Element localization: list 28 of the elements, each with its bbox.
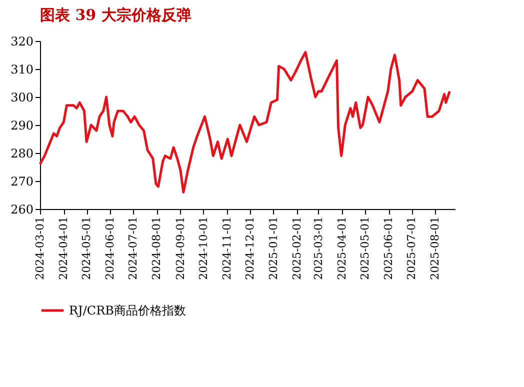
x-tick-label: 2024-10-01 [196, 216, 210, 280]
x-tick-label: 2024-05-01 [80, 216, 94, 280]
x-tick-label: 2024-07-01 [126, 216, 140, 280]
x-tick-label: 2025-03-01 [312, 216, 325, 280]
x-tick-label: 2025-05-01 [358, 216, 372, 280]
x-tick-label: 2024-08-01 [150, 216, 164, 280]
x-tick-label: 2025-01-01 [266, 216, 280, 280]
x-tick-label: 2024-11-01 [220, 216, 234, 280]
x-tick-label: 2025-06-01 [382, 216, 396, 280]
y-tick-label: 300 [10, 90, 34, 104]
x-tick-label: 2025-02-01 [290, 216, 304, 280]
y-tick-label: 270 [10, 174, 34, 188]
x-tick-label: 2024-12-01 [243, 216, 256, 280]
y-tick-label: 280 [10, 146, 34, 160]
x-tick-label: 2024-03-01 [34, 216, 46, 280]
y-tick-label: 320 [10, 34, 34, 48]
x-tick-label: 2025-04-01 [336, 216, 349, 280]
y-tick-label: 290 [10, 118, 34, 132]
y-tick-label: 310 [10, 62, 34, 76]
line-series [38, 50, 451, 194]
legend-label: RJ/CRB商品价格指数 [69, 304, 186, 318]
x-tick-label: 2024-09-01 [174, 216, 187, 280]
chart-title: 图表 39 大宗价格反弹 [40, 6, 192, 24]
x-tick-label: 2024-06-01 [104, 216, 117, 280]
x-tick-label: 2025-08-01 [428, 216, 442, 280]
y-tick-label: 260 [10, 202, 34, 216]
x-tick-label: 2025-07-01 [405, 216, 418, 280]
x-tick-label: 2024-04-01 [57, 216, 70, 280]
